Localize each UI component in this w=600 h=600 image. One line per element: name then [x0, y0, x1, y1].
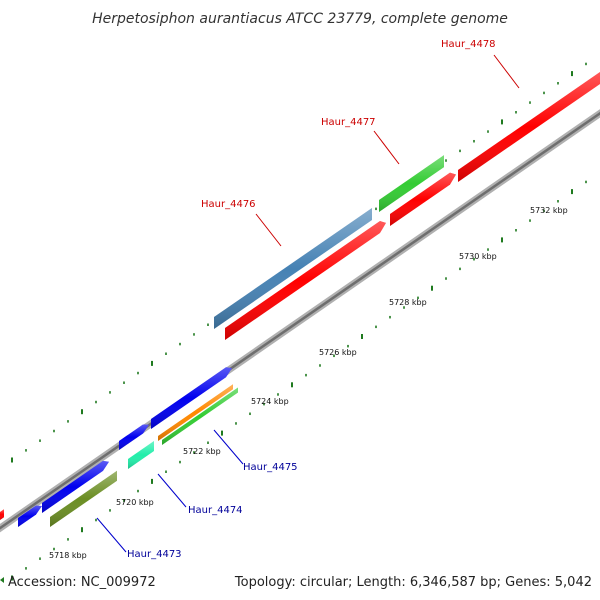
gene-steelblue-haur-4476[interactable]	[214, 207, 372, 329]
gene-label-haur-4474[interactable]: Haur_4474	[188, 505, 243, 516]
gene-red-edge[interactable]	[0, 509, 4, 520]
tick-label-5724: 5724 kbp	[251, 397, 289, 406]
gene-red-long-4476[interactable]	[225, 221, 386, 340]
gene-aquamarine-haur-4474[interactable]	[128, 441, 154, 469]
gene-green-haur-4475[interactable]	[162, 387, 238, 445]
tick-label-5728: 5728 kbp	[389, 298, 427, 307]
gene-label-haur-4475[interactable]: Haur_4475	[243, 462, 298, 473]
scroll-left-icon[interactable]	[0, 577, 4, 583]
gene-label-haur-4478[interactable]: Haur_4478	[441, 39, 496, 50]
gene-label-haur-4477[interactable]: Haur_4477	[321, 117, 376, 128]
tick-label-5730: 5730 kbp	[459, 252, 497, 261]
gene-track	[0, 72, 600, 527]
tick-label-5726: 5726 kbp	[319, 348, 357, 357]
gene-label-haur-4473[interactable]: Haur_4473	[127, 549, 182, 560]
tick-labels: 5718 kbp 5720 kbp 5722 kbp 5724 kbp 5726…	[49, 206, 568, 560]
tick-label-5722: 5722 kbp	[183, 447, 221, 456]
gene-blue-small-left[interactable]	[18, 505, 42, 527]
gene-orange-strip[interactable]	[158, 384, 233, 441]
gene-labels: Haur_4473 Haur_4474 Haur_4475 Haur_4476 …	[96, 39, 520, 560]
gene-blue-4472[interactable]	[42, 460, 109, 513]
genome-backbone	[0, 109, 600, 533]
gene-red-haur-4478[interactable]	[458, 72, 600, 182]
gene-olive-haur-4473[interactable]	[50, 470, 117, 527]
tick-label-5732: 5732 kbp	[530, 206, 568, 215]
inner-tick-row	[11, 180, 587, 581]
accession-text: Accession: NC_009972	[8, 575, 156, 590]
tick-label-5720: 5720 kbp	[116, 498, 154, 507]
tick-label-5718: 5718 kbp	[49, 551, 87, 560]
gene-red-small-4477[interactable]	[390, 172, 456, 226]
gene-green-haur-4477[interactable]	[379, 155, 444, 212]
genome-summary-text: Topology: circular; Length: 6,346,587 bp…	[234, 575, 592, 590]
gene-blue-small-mid[interactable]	[119, 424, 149, 450]
gene-label-haur-4476[interactable]: Haur_4476	[201, 199, 256, 210]
map-title: Herpetosiphon aurantiacus ATCC 23779, co…	[92, 11, 508, 27]
gene-blue-upper[interactable]	[151, 367, 232, 429]
